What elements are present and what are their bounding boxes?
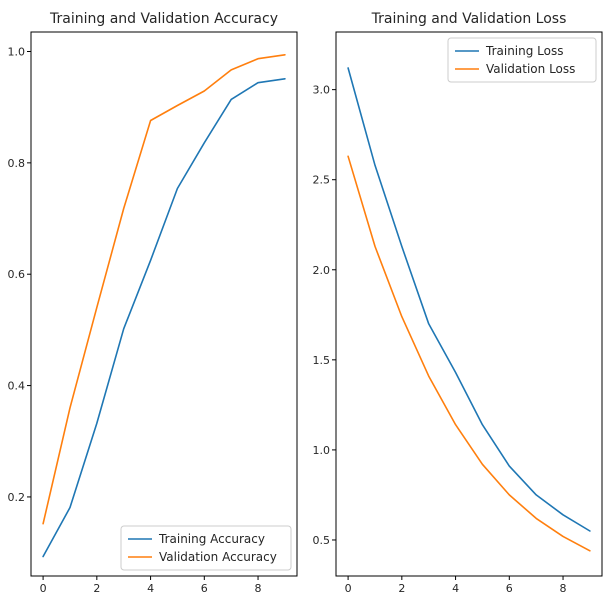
loss-y-tick-label: 1.0 <box>313 444 331 457</box>
accuracy-x-tick-label: 6 <box>201 582 208 595</box>
loss-ticks: 0 2 4 6 8 0.5 1.0 1.5 2.0 2.5 3.0 <box>313 84 567 595</box>
accuracy-y-tick-label: 0.4 <box>8 380 26 393</box>
loss-y-tick-label: 2.5 <box>313 174 331 187</box>
legend-label-training-accuracy: Training Accuracy <box>158 532 265 546</box>
accuracy-axes-frame <box>30 31 298 577</box>
accuracy-ticks: 0 2 4 6 8 0.2 0.4 0.6 0.8 1.0 <box>8 45 262 595</box>
series-line-validation-accuracy <box>42 53 286 525</box>
loss-x-tick-label: 2 <box>398 582 405 595</box>
accuracy-legend-box <box>120 525 292 571</box>
loss-y-tick-label: 2.0 <box>313 264 331 277</box>
loss-y-tick-label: 1.5 <box>313 354 331 367</box>
loss-chart: Training and Validation Loss 0 2 4 6 8 0.5 1.0… <box>313 11 603 595</box>
series-line-training-loss <box>347 67 591 532</box>
loss-y-tick-label: 3.0 <box>313 84 331 97</box>
loss-x-tick-label: 8 <box>560 582 567 595</box>
accuracy-y-tick-label: 1.0 <box>8 45 26 58</box>
legend-label-validation-loss: Validation Loss <box>486 62 575 76</box>
loss-x-tick-label: 6 <box>506 582 513 595</box>
loss-x-tick-label: 0 <box>345 582 352 595</box>
accuracy-x-tick-label: 2 <box>93 582 100 595</box>
loss-chart-title: Training and Validation Loss <box>371 11 567 27</box>
accuracy-chart-title: Training and Validation Accuracy <box>49 11 278 27</box>
accuracy-series-lines <box>42 53 286 558</box>
legend-label-validation-accuracy: Validation Accuracy <box>159 550 277 564</box>
accuracy-chart: Training and Validation Accuracy 0 2 4 6 8 0.… <box>8 11 298 595</box>
loss-series-lines <box>347 67 591 552</box>
series-line-training-accuracy <box>42 78 286 558</box>
accuracy-x-tick-label: 0 <box>40 582 47 595</box>
accuracy-x-tick-label: 8 <box>255 582 262 595</box>
loss-y-tick-label: 0.5 <box>313 534 331 547</box>
accuracy-y-tick-label: 0.8 <box>8 157 26 170</box>
series-line-validation-loss <box>347 155 591 552</box>
accuracy-y-tick-label: 0.6 <box>8 268 26 281</box>
accuracy-legend: Training Accuracy Validation Accuracy <box>120 525 292 571</box>
loss-x-tick-label: 4 <box>452 582 459 595</box>
accuracy-x-tick-label: 4 <box>147 582 154 595</box>
loss-legend-box <box>447 37 597 83</box>
legend-label-training-loss: Training Loss <box>485 44 563 58</box>
loss-legend: Training Loss Validation Loss <box>447 37 597 83</box>
accuracy-y-tick-label: 0.2 <box>8 491 26 504</box>
loss-axes-frame <box>335 31 603 577</box>
